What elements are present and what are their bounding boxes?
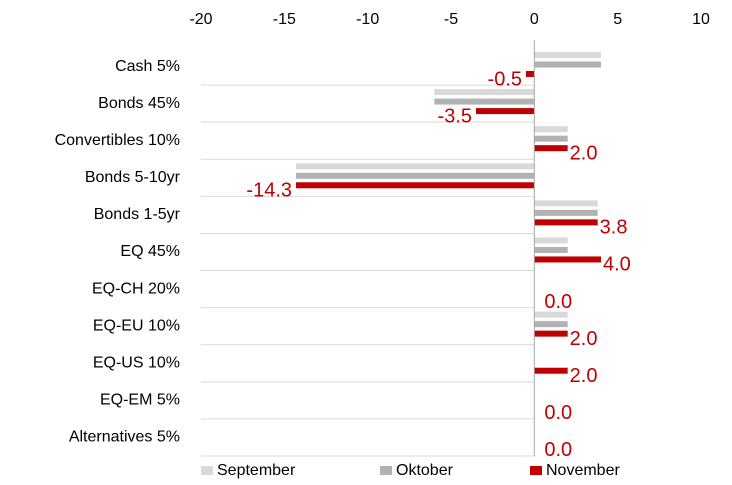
data-label: 2.0 — [570, 328, 598, 350]
bar — [476, 108, 535, 115]
y-tick-label: Alternatives 5% — [69, 429, 180, 446]
y-tick-label: EQ-EU 10% — [93, 317, 180, 334]
bar — [534, 145, 568, 152]
x-tick-label: -5 — [444, 11, 458, 28]
bar — [534, 330, 568, 337]
x-tick-label: -15 — [273, 11, 296, 28]
bar — [534, 219, 598, 226]
bar — [534, 61, 601, 68]
bar — [534, 311, 568, 318]
legend-label: Oktober — [396, 462, 454, 479]
bar — [534, 321, 568, 328]
bar — [534, 256, 601, 263]
x-tick-label: -20 — [189, 11, 212, 28]
y-tick-label: Convertibles 10% — [55, 132, 180, 149]
bar — [296, 163, 535, 170]
legend-label: November — [546, 462, 620, 479]
bar — [434, 98, 535, 105]
data-label: 0.0 — [544, 291, 572, 313]
y-tick-label: Bonds 5-10yr — [85, 169, 181, 186]
x-tick-label: -10 — [356, 11, 379, 28]
data-label: -3.5 — [438, 105, 472, 127]
bar — [434, 89, 535, 96]
x-tick-label: 10 — [692, 11, 710, 28]
x-tick-label: 5 — [613, 11, 622, 28]
bar — [526, 71, 535, 77]
data-label: 0.0 — [544, 439, 572, 461]
y-tick-label: EQ-CH 20% — [92, 280, 180, 297]
y-tick-label: EQ-EM 5% — [100, 392, 180, 409]
bar — [534, 52, 601, 58]
legend-swatch — [380, 466, 392, 475]
bar — [534, 246, 568, 253]
bar — [534, 135, 568, 142]
data-label: 2.0 — [570, 365, 598, 387]
y-tick-label: Cash 5% — [115, 58, 180, 75]
data-label: 2.0 — [570, 142, 598, 164]
data-label: 4.0 — [603, 254, 631, 276]
y-tick-label: EQ-US 10% — [93, 354, 180, 371]
bar — [534, 126, 568, 133]
y-tick-label: Bonds 45% — [98, 95, 180, 112]
y-tick-label: EQ 45% — [120, 243, 180, 260]
data-label: 0.0 — [544, 402, 572, 424]
legend-swatch — [201, 466, 213, 475]
legend-label: September — [217, 462, 296, 479]
bar — [534, 237, 568, 244]
data-label: -14.3 — [246, 180, 292, 202]
bar — [296, 172, 535, 179]
data-label: -0.5 — [488, 68, 522, 90]
x-tick-label: 0 — [530, 11, 539, 28]
bar — [534, 367, 568, 374]
bar — [534, 200, 598, 207]
data-label: 3.8 — [600, 217, 628, 239]
y-tick-label: Bonds 1-5yr — [94, 206, 181, 223]
bar — [296, 182, 535, 189]
legend-swatch — [530, 466, 542, 475]
bar — [534, 209, 598, 216]
